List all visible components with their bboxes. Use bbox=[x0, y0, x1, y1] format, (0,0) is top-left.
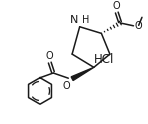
Text: O: O bbox=[63, 81, 70, 91]
Text: H: H bbox=[82, 15, 89, 25]
Polygon shape bbox=[71, 67, 94, 80]
Text: O: O bbox=[113, 1, 120, 11]
Text: HCl: HCl bbox=[94, 53, 114, 66]
Text: O: O bbox=[134, 21, 142, 31]
Text: N: N bbox=[69, 15, 78, 25]
Text: O: O bbox=[46, 51, 53, 61]
